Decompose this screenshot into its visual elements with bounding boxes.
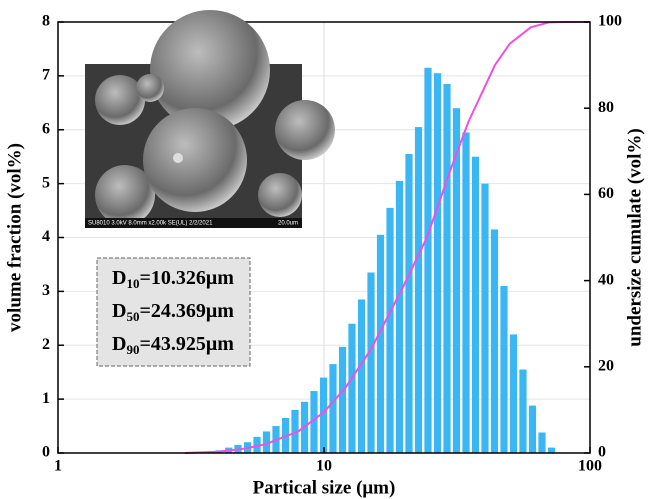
particle	[143, 108, 247, 212]
bar	[462, 132, 470, 453]
x-axis-label: Partical size (μm)	[253, 477, 396, 498]
y-tick-label: 6	[42, 120, 50, 137]
y2-tick-label: 0	[598, 444, 606, 461]
bar	[538, 432, 546, 453]
d-value-symbol: D	[112, 267, 126, 289]
bar	[405, 153, 413, 453]
bar	[528, 405, 537, 453]
bar	[319, 377, 328, 453]
bar	[395, 180, 404, 453]
y-tick-label: 1	[42, 390, 50, 407]
y-tick-label: 5	[42, 174, 50, 191]
y2-axis-label: undersize cumulate (vol%)	[624, 128, 645, 346]
particle	[275, 100, 335, 160]
bar	[547, 447, 556, 453]
cumulative-line	[184, 21, 590, 454]
d-value-symbol: D	[112, 300, 126, 322]
bar	[338, 346, 347, 453]
bar	[414, 127, 423, 454]
y2-tick-label: 80	[598, 99, 614, 116]
inset-scale: 20.0um	[278, 221, 298, 227]
y-tick-label: 7	[42, 67, 50, 84]
bar	[519, 369, 527, 453]
d-value: D90=43.925μm	[112, 333, 234, 357]
x-tick-label: 10	[316, 458, 332, 475]
bar	[386, 207, 394, 453]
bar	[433, 73, 442, 454]
y-tick-label: 3	[42, 282, 50, 299]
d-value-sub: 50	[126, 309, 139, 324]
x-tick-label: 1	[54, 458, 62, 475]
bar	[471, 156, 480, 453]
d-value-text: =24.369μm	[139, 300, 234, 322]
bar	[452, 108, 461, 453]
d-value-text: =10.326μm	[139, 267, 234, 289]
bar	[357, 299, 366, 453]
y-tick-label: 2	[42, 336, 50, 353]
y2-tick-label: 100	[598, 13, 622, 30]
bar	[443, 83, 451, 454]
bar	[500, 285, 508, 453]
d-value: D10=10.326μm	[112, 267, 234, 291]
particle	[173, 153, 183, 163]
y2-tick-label: 60	[598, 185, 614, 202]
bar	[509, 334, 518, 453]
y-tick-label: 8	[42, 13, 50, 30]
bar	[376, 234, 385, 453]
y-tick-label: 0	[42, 444, 50, 461]
y2-tick-label: 20	[598, 357, 614, 374]
bar	[253, 436, 261, 453]
inset-caption: SU8010 3.0kV 8.0mm x2.00k SE(UL) 2/2/202…	[88, 221, 213, 227]
annotation-box	[96, 257, 251, 367]
bar	[262, 431, 271, 453]
particle	[258, 173, 302, 217]
sem-inset: SU8010 3.0kV 8.0mm x2.00k SE(UL) 2/2/202…	[85, 10, 335, 228]
inset-caption-bar	[85, 218, 302, 228]
d-value-symbol: D	[112, 333, 126, 355]
particle	[150, 10, 270, 130]
bar	[481, 183, 489, 453]
particle	[95, 165, 155, 225]
bar	[348, 323, 356, 453]
y2-tick-label: 40	[598, 271, 614, 288]
y-tick-label: 4	[42, 228, 50, 245]
particle	[136, 74, 164, 102]
bar	[329, 364, 337, 453]
bar	[367, 272, 375, 453]
d-value: D50=24.369μm	[112, 300, 234, 324]
bar	[310, 391, 318, 453]
d-value-sub: 10	[126, 276, 139, 291]
x-tick-label: 100	[578, 458, 602, 475]
y-axis-label: volume fraction (vol%)	[4, 143, 25, 332]
bar	[291, 409, 299, 453]
bar	[424, 67, 432, 453]
d-value-sub: 90	[126, 342, 139, 357]
d-value-text: =43.925μm	[139, 333, 234, 355]
particle	[95, 75, 145, 125]
bar	[490, 229, 499, 453]
